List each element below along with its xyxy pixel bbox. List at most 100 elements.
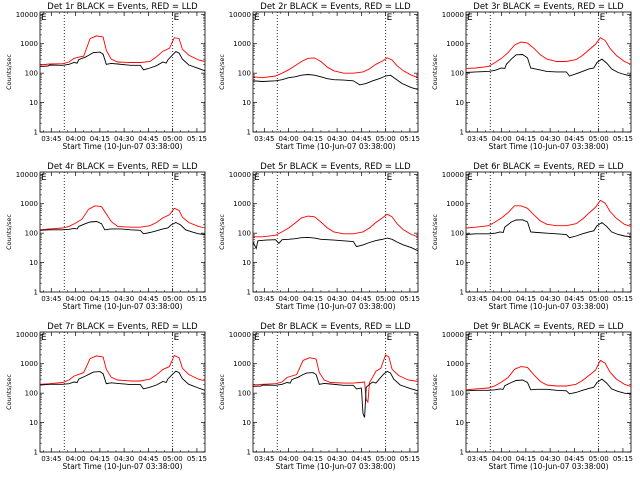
- x-tick-label: 05:15: [400, 295, 420, 303]
- plot-frame: [465, 331, 632, 453]
- x-tick-label: 04:45: [138, 295, 158, 303]
- y-axis-label: Counts/sec: [218, 214, 226, 250]
- x-tick-label: 05:15: [400, 135, 420, 143]
- y-tick-label: 10000: [16, 331, 38, 339]
- x-tick-label: 04:00: [278, 455, 298, 463]
- y-tick-label: 10: [455, 259, 464, 267]
- y-tick-label: 10: [455, 99, 464, 107]
- plot-frame: [39, 11, 206, 133]
- x-axis-label: Start Time (10-Jun-07 03:38:00): [63, 302, 183, 311]
- event-flag-left: E: [254, 173, 260, 183]
- y-tick-label: 1: [247, 449, 251, 457]
- x-tick-label: 05:00: [163, 295, 183, 303]
- event-flag-right: E: [387, 13, 393, 23]
- series-line-events: [252, 74, 419, 90]
- series-line-lld: [252, 57, 419, 79]
- detector-panel-4: Det 4r BLACK = Events, RED = LLD 1 10 100 10…: [5, 162, 207, 311]
- y-tick-label: 10000: [229, 171, 251, 179]
- x-tick-label: 05:00: [163, 135, 183, 143]
- event-flag-right: E: [387, 173, 393, 183]
- event-flag-left: E: [467, 13, 473, 23]
- y-tick-label: 100: [238, 230, 251, 238]
- event-flag-right: E: [174, 173, 180, 183]
- y-tick-label: 10: [242, 419, 251, 427]
- x-tick-label: 04:15: [516, 455, 536, 463]
- series-line-events: [465, 54, 632, 77]
- y-tick-label: 1: [247, 129, 251, 137]
- y-axis-label: Counts/sec: [218, 374, 226, 410]
- x-tick-label: 04:15: [90, 135, 110, 143]
- x-tick-label: 04:30: [540, 455, 560, 463]
- event-flag-right: E: [600, 333, 606, 343]
- x-tick-label: 05:15: [400, 455, 420, 463]
- series-line-lld: [253, 213, 419, 238]
- event-flag-left: E: [254, 333, 260, 343]
- y-tick-label: 10: [455, 419, 464, 427]
- y-tick-label: 100: [238, 390, 251, 398]
- x-axis-label: Start Time (10-Jun-07 03:38:00): [63, 142, 183, 151]
- x-axis-label: Start Time (10-Jun-07 03:38:00): [489, 462, 609, 471]
- detector-panel-3: Det 3r BLACK = Events, RED = LLD 1 10 100 10…: [431, 2, 633, 151]
- y-tick-label: 10: [29, 259, 38, 267]
- y-tick-label: 1: [460, 289, 464, 297]
- x-tick-label: 04:45: [564, 455, 584, 463]
- series-line-lld: [39, 35, 206, 66]
- y-tick-label: 100: [451, 70, 464, 78]
- y-tick-label: 1000: [233, 40, 251, 48]
- series-line-events: [465, 378, 632, 395]
- x-tick-label: 04:15: [516, 135, 536, 143]
- x-tick-label: 04:30: [114, 295, 134, 303]
- y-tick-label: 10000: [16, 171, 38, 179]
- event-flag-right: E: [600, 173, 606, 183]
- x-tick-label: 04:45: [138, 455, 158, 463]
- x-tick-label: 04:00: [491, 135, 511, 143]
- y-tick-label: 100: [238, 70, 251, 78]
- y-tick-label: 10000: [229, 331, 251, 339]
- x-tick-label: 04:30: [114, 135, 134, 143]
- y-tick-label: 100: [25, 230, 38, 238]
- x-tick-label: 05:15: [187, 135, 207, 143]
- plot-frame: [465, 171, 632, 293]
- panel-title: Det 6r BLACK = Events, RED = LLD: [473, 162, 624, 172]
- series-line-events: [39, 221, 206, 235]
- event-flag-right: E: [387, 333, 393, 343]
- x-tick-label: 04:00: [65, 295, 85, 303]
- x-tick-label: 05:00: [376, 295, 396, 303]
- y-tick-label: 10000: [229, 11, 251, 19]
- y-tick-label: 1000: [233, 360, 251, 368]
- y-tick-label: 10: [242, 259, 251, 267]
- x-tick-label: 05:15: [187, 455, 207, 463]
- x-tick-label: 03:45: [254, 295, 274, 303]
- x-tick-label: 05:15: [613, 455, 633, 463]
- x-tick-label: 04:00: [278, 135, 298, 143]
- plot-frame: [252, 11, 419, 133]
- series-line-lld: [39, 354, 206, 385]
- event-flag-left: E: [41, 333, 47, 343]
- y-tick-label: 1: [247, 289, 251, 297]
- x-tick-label: 04:30: [327, 295, 347, 303]
- x-tick-label: 03:45: [254, 135, 274, 143]
- series-line-lld: [252, 354, 419, 404]
- panel-title: Det 5r BLACK = Events, RED = LLD: [260, 162, 411, 172]
- x-axis-label: Start Time (10-Jun-07 03:38:00): [63, 462, 183, 471]
- event-flag-left: E: [41, 173, 47, 183]
- x-tick-label: 04:15: [303, 135, 323, 143]
- y-tick-label: 1: [34, 129, 38, 137]
- plot-frame: [465, 11, 632, 133]
- x-tick-label: 04:00: [278, 295, 298, 303]
- x-axis-label: Start Time (10-Jun-07 03:38:00): [276, 302, 396, 311]
- x-tick-label: 04:00: [491, 295, 511, 303]
- x-tick-label: 03:45: [467, 295, 487, 303]
- x-tick-label: 03:45: [41, 295, 61, 303]
- x-axis-label: Start Time (10-Jun-07 03:38:00): [276, 142, 396, 151]
- y-tick-label: 1: [460, 129, 464, 137]
- x-tick-label: 05:15: [613, 135, 633, 143]
- detector-panel-6: Det 6r BLACK = Events, RED = LLD 1 10 100 10…: [431, 162, 633, 311]
- series-line-events: [39, 51, 206, 72]
- panel-title: Det 8r BLACK = Events, RED = LLD: [260, 322, 411, 332]
- y-tick-label: 1000: [446, 360, 464, 368]
- panel-title: Det 4r BLACK = Events, RED = LLD: [47, 162, 198, 172]
- series-line-lld: [465, 199, 632, 229]
- y-axis-label: Counts/sec: [5, 374, 13, 410]
- panel-title: Det 3r BLACK = Events, RED = LLD: [473, 2, 624, 12]
